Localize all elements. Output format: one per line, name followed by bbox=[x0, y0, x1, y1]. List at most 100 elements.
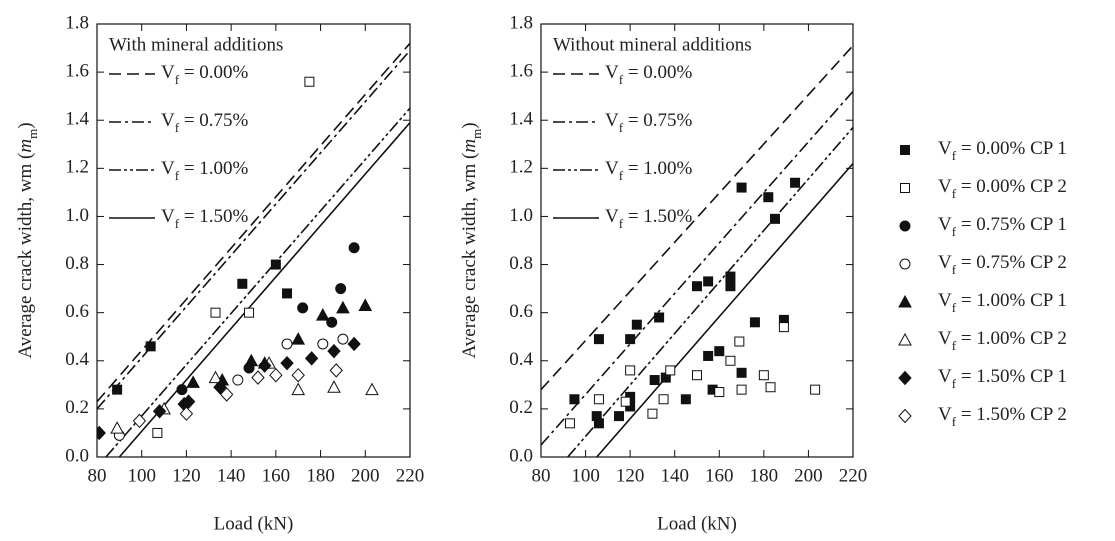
y-tick-label: 0.0 bbox=[65, 445, 89, 466]
fit-line bbox=[105, 107, 410, 457]
y-tick-label: 0.4 bbox=[509, 349, 533, 370]
marker-square bbox=[593, 418, 604, 429]
marker-triangle bbox=[208, 370, 223, 384]
marker-diamond bbox=[304, 351, 319, 366]
x-tick-label: 180 bbox=[306, 465, 335, 486]
plot-area bbox=[541, 45, 853, 457]
marker-square bbox=[654, 312, 665, 323]
marker-triangle bbox=[898, 332, 912, 346]
legend-line-label: Vf = 0.75% bbox=[161, 110, 249, 135]
marker-diamond bbox=[898, 408, 912, 424]
marker-triangle bbox=[358, 298, 373, 311]
y-axis-label: Average crack width, wm (mm) bbox=[459, 122, 484, 358]
marker-square bbox=[112, 384, 123, 395]
marker-square bbox=[237, 278, 248, 289]
marker-square bbox=[725, 281, 736, 292]
marker-circle bbox=[176, 384, 188, 396]
x-tick-label: 100 bbox=[127, 465, 156, 486]
fit-line bbox=[541, 45, 853, 391]
x-tick-label: 200 bbox=[794, 465, 823, 486]
fit-line bbox=[541, 90, 853, 446]
marker-square bbox=[900, 183, 910, 193]
marker-square bbox=[145, 341, 156, 352]
marker-square bbox=[714, 387, 725, 398]
marker-diamond bbox=[132, 413, 147, 429]
marker-circle bbox=[281, 338, 293, 350]
marker-diamond bbox=[257, 358, 272, 373]
marker-circle bbox=[899, 258, 911, 270]
y-tick-label: 0.6 bbox=[65, 301, 89, 322]
fit-line bbox=[97, 42, 410, 403]
marker-square bbox=[763, 192, 774, 203]
marker-square bbox=[680, 394, 691, 405]
legend-label: Vf = 1.00% CP 2 bbox=[938, 328, 1067, 353]
legend-label: Vf = 0.75% CP 1 bbox=[938, 214, 1067, 239]
x-tick-label: 200 bbox=[351, 465, 380, 486]
marker-triangle bbox=[327, 380, 341, 393]
x-tick-label: 160 bbox=[262, 465, 291, 486]
marker-diamond bbox=[251, 370, 265, 385]
marker-square bbox=[734, 336, 745, 347]
legend-line-label: Vf = 1.00% bbox=[161, 158, 249, 183]
marker-diamond bbox=[898, 370, 912, 386]
legend-line-label: Vf = 0.00% bbox=[605, 62, 693, 87]
y-tick-label: 1.6 bbox=[65, 60, 89, 81]
marker-square bbox=[625, 365, 636, 376]
marker-diamond bbox=[291, 367, 305, 383]
x-tick-label: 140 bbox=[217, 465, 246, 486]
legend-label: Vf = 1.00% CP 1 bbox=[938, 290, 1067, 315]
marker-square bbox=[725, 271, 736, 282]
legend-label: Vf = 0.00% CP 2 bbox=[938, 176, 1067, 201]
marker-circle bbox=[317, 338, 329, 350]
legend-line-label: Vf = 1.50% bbox=[605, 206, 693, 231]
marker-square bbox=[749, 317, 760, 328]
x-axis-label: Load (kN) bbox=[657, 513, 737, 534]
marker-diamond bbox=[181, 394, 196, 409]
marker-circle bbox=[335, 283, 347, 295]
marker-circle bbox=[337, 333, 349, 345]
panel bbox=[96, 23, 411, 458]
legend-line-label: Vf = 1.00% bbox=[605, 158, 693, 183]
marker-square bbox=[210, 307, 221, 318]
marker-diamond bbox=[347, 336, 361, 352]
y-axis-label: Average crack width, wm (mm) bbox=[15, 122, 40, 358]
y-tick-label: 0.2 bbox=[509, 397, 533, 418]
panel bbox=[540, 23, 854, 458]
marker-square bbox=[736, 182, 747, 193]
panel-title: Without mineral additions bbox=[553, 34, 752, 55]
legend-label: Vf = 0.75% CP 2 bbox=[938, 252, 1067, 277]
fit-line bbox=[118, 122, 410, 457]
y-tick-label: 0.4 bbox=[65, 349, 89, 370]
y-tick-label: 1.4 bbox=[509, 109, 533, 130]
marker-square bbox=[736, 367, 747, 378]
y-tick-label: 0.8 bbox=[509, 253, 533, 274]
marker-triangle bbox=[186, 375, 200, 388]
x-axis-label: Load (kN) bbox=[214, 513, 294, 534]
fit-line bbox=[596, 162, 853, 457]
marker-circle bbox=[326, 316, 338, 328]
legend-label: Vf = 0.00% CP 1 bbox=[938, 138, 1067, 163]
marker-triangle bbox=[291, 382, 306, 396]
marker-triangle bbox=[244, 353, 259, 367]
x-tick-label: 80 bbox=[532, 465, 551, 486]
legend-line-label: Vf = 0.75% bbox=[605, 110, 693, 135]
marker-square bbox=[649, 375, 660, 386]
marker-circle bbox=[899, 220, 911, 232]
marker-diamond bbox=[327, 343, 341, 359]
marker-circle bbox=[348, 242, 360, 254]
marker-square bbox=[778, 322, 789, 333]
marker-square bbox=[692, 370, 702, 381]
y-tick-label: 1.0 bbox=[509, 205, 533, 226]
marker-square bbox=[736, 384, 747, 395]
marker-diamond bbox=[97, 425, 106, 441]
marker-square bbox=[692, 281, 702, 292]
fit-line bbox=[97, 49, 410, 410]
marker-square bbox=[282, 288, 293, 299]
x-tick-label: 220 bbox=[396, 465, 425, 486]
marker-square bbox=[725, 355, 736, 366]
marker-square bbox=[770, 213, 780, 224]
marker-square bbox=[703, 276, 714, 287]
marker-circle bbox=[232, 374, 244, 386]
marker-square bbox=[658, 394, 669, 405]
